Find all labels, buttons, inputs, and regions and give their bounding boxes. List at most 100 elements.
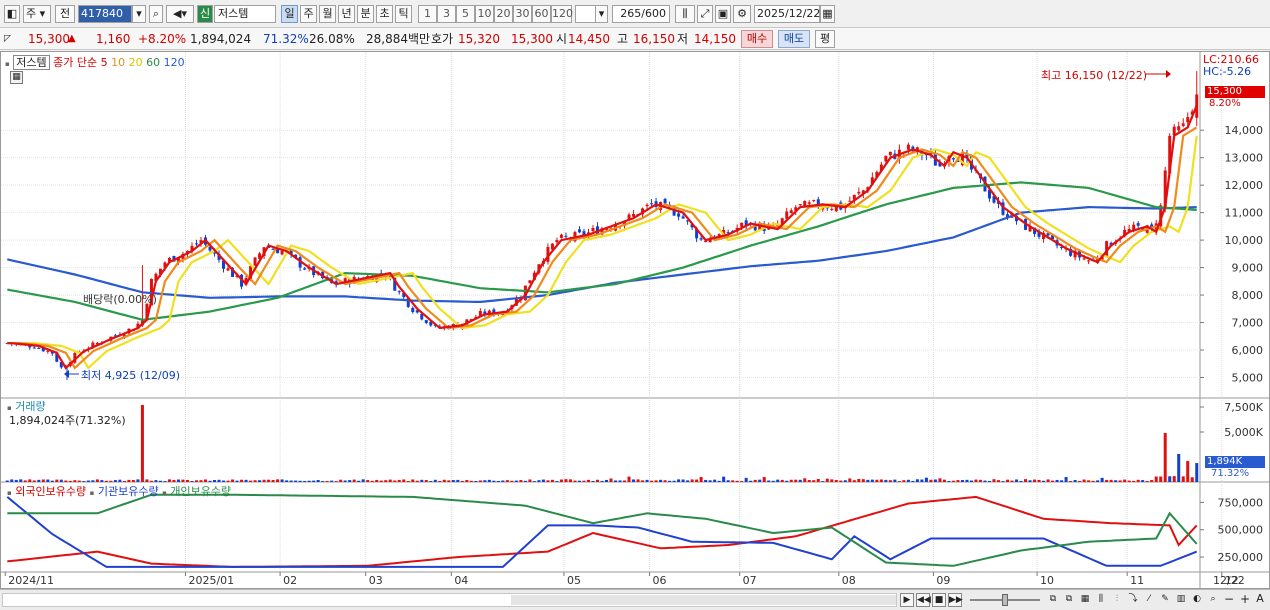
interval-10[interactable]: 10 bbox=[475, 5, 494, 23]
search-icon[interactable]: ⌕ bbox=[149, 5, 163, 23]
settings-gear-icon[interactable]: ⚙ bbox=[733, 5, 751, 23]
compare-icon[interactable]: ⫶ bbox=[1115, 594, 1119, 604]
buy-button[interactable]: 매수 bbox=[741, 30, 773, 48]
interval-5[interactable]: 5 bbox=[456, 5, 475, 23]
stock-code-input[interactable]: 417840 bbox=[78, 5, 132, 23]
ma5-line bbox=[7, 105, 1198, 370]
stock-name-field[interactable]: 저스템 bbox=[214, 5, 276, 23]
volume-bar bbox=[505, 480, 509, 482]
candle-body bbox=[59, 362, 63, 368]
volume-bar bbox=[1154, 476, 1158, 482]
horizontal-scrollbar[interactable] bbox=[2, 593, 897, 607]
volume-bar bbox=[672, 480, 676, 482]
interval-3[interactable]: 3 bbox=[437, 5, 456, 23]
chart-area[interactable]: 2024/11 2025/01 02 03 04 05 06 07 08 09 10 11 12 12/2… bbox=[0, 51, 1270, 589]
bar-icon[interactable]: ▥ bbox=[1176, 594, 1186, 604]
legend-stock-name[interactable]: 저스템 bbox=[13, 55, 50, 70]
interval-1[interactable]: 1 bbox=[418, 5, 437, 23]
play-icon[interactable]: ▶ bbox=[900, 593, 914, 607]
volume-bar bbox=[1042, 480, 1046, 482]
interval-60[interactable]: 60 bbox=[532, 5, 551, 23]
period-minute-tab[interactable]: 분 bbox=[357, 5, 374, 23]
volume-bar bbox=[704, 479, 708, 482]
calendar-icon[interactable]: ▦ bbox=[820, 5, 835, 23]
period-day-tab[interactable]: 일 bbox=[281, 5, 298, 23]
candle-type-icon[interactable]: ⫼ bbox=[675, 5, 695, 23]
volume-bar bbox=[397, 479, 401, 482]
trend-icon[interactable]: ⤵ bbox=[1128, 594, 1138, 604]
save-icon[interactable]: ▣ bbox=[715, 5, 731, 23]
volume-bar bbox=[127, 479, 131, 482]
draw-tool-icon[interactable]: ⤢ bbox=[697, 5, 713, 23]
volume-bar bbox=[465, 480, 469, 482]
font-size-icon[interactable]: A bbox=[1256, 592, 1264, 605]
volume-bar bbox=[492, 480, 496, 482]
candle-body bbox=[303, 268, 307, 270]
quote-bar: ◸ 15,300 ▲ 1,160 +8.20% 1,894,024 71.32%… bbox=[0, 28, 1270, 50]
legend-ma-label: 종가 단순 bbox=[53, 56, 98, 69]
magnify-icon[interactable]: ⧉ bbox=[1049, 594, 1057, 604]
candle-body bbox=[960, 152, 964, 166]
zoom-out-icon[interactable]: − bbox=[1223, 592, 1235, 606]
indicator-icon[interactable]: ⫼ bbox=[1098, 594, 1104, 604]
volume-bar bbox=[86, 480, 90, 482]
volume-bar bbox=[577, 480, 581, 482]
candle-body bbox=[650, 203, 654, 205]
volume-bar bbox=[758, 479, 762, 482]
price-change-pct: +8.20% bbox=[138, 32, 187, 46]
pen-icon[interactable]: ✎ bbox=[1161, 594, 1169, 604]
step-forward-icon[interactable]: ▶▶ bbox=[948, 593, 963, 607]
prev-button[interactable]: 전 bbox=[55, 5, 75, 23]
candle-body bbox=[555, 240, 559, 243]
period-month-tab[interactable]: 월 bbox=[319, 5, 336, 23]
step-back-icon[interactable]: ◀◀ bbox=[916, 593, 931, 607]
volume-bar bbox=[1168, 476, 1172, 482]
volume-bar bbox=[1150, 480, 1154, 482]
interval-dropdown-icon[interactable]: ▾ bbox=[595, 5, 608, 23]
volume-bar bbox=[415, 480, 419, 482]
window-menu-icon[interactable]: ◧ bbox=[4, 5, 20, 23]
candle-body bbox=[834, 205, 838, 212]
period-year-tab[interactable]: 년 bbox=[338, 5, 355, 23]
candle-body bbox=[478, 311, 482, 316]
candle-body bbox=[632, 213, 636, 217]
zoom-slider-thumb[interactable] bbox=[1002, 594, 1008, 606]
line-icon[interactable]: ⁄ bbox=[1148, 594, 1150, 604]
interval-30[interactable]: 30 bbox=[513, 5, 532, 23]
candle-body bbox=[559, 234, 563, 238]
count-field[interactable]: 265/600 bbox=[612, 5, 670, 23]
volume-bar bbox=[460, 480, 464, 482]
date-field[interactable]: 2025/12/22 bbox=[754, 5, 820, 23]
volume-bar bbox=[1181, 476, 1185, 482]
volume-bar bbox=[172, 479, 176, 482]
scroll-thumb[interactable] bbox=[511, 595, 896, 605]
interval-20[interactable]: 20 bbox=[494, 5, 513, 23]
volume-bar bbox=[424, 480, 428, 482]
volume-bar bbox=[402, 479, 406, 482]
volume-bar bbox=[1190, 477, 1194, 482]
period-second-tab[interactable]: 초 bbox=[376, 5, 393, 23]
period-week-tab[interactable]: 주 bbox=[300, 5, 317, 23]
stop-icon[interactable]: ■ bbox=[932, 593, 946, 607]
zoom-search-icon[interactable]: ⌕ bbox=[1210, 594, 1216, 604]
eval-button[interactable]: 평 bbox=[815, 30, 835, 48]
zoom-in-icon[interactable]: + bbox=[1239, 592, 1251, 606]
quote-expand-icon[interactable]: ◸ bbox=[4, 34, 11, 44]
mode-icon[interactable]: ◐ bbox=[1193, 594, 1201, 604]
volume-bar bbox=[713, 479, 717, 482]
volume-bar bbox=[821, 481, 825, 482]
volume-bar bbox=[1186, 461, 1190, 482]
volume-bar bbox=[803, 478, 807, 482]
view-icon[interactable]: ⧉ bbox=[1065, 594, 1073, 604]
market-select[interactable]: 주 ▾ bbox=[23, 5, 51, 23]
volume-bar bbox=[947, 480, 951, 482]
code-dropdown-icon[interactable]: ▾ bbox=[132, 5, 146, 23]
period-tick-tab[interactable]: 틱 bbox=[395, 5, 412, 23]
layout-icon[interactable]: ▦ bbox=[1080, 594, 1090, 604]
sell-button[interactable]: 매도 bbox=[778, 30, 810, 48]
interval-120[interactable]: 120 bbox=[551, 5, 573, 23]
current-price: 15,300 bbox=[28, 32, 70, 46]
volume-legend: ▪ 거래량 bbox=[7, 398, 46, 414]
grid-toggle-icon[interactable]: ▦ bbox=[10, 71, 23, 84]
sound-icon[interactable]: ◀▾ bbox=[166, 5, 194, 23]
